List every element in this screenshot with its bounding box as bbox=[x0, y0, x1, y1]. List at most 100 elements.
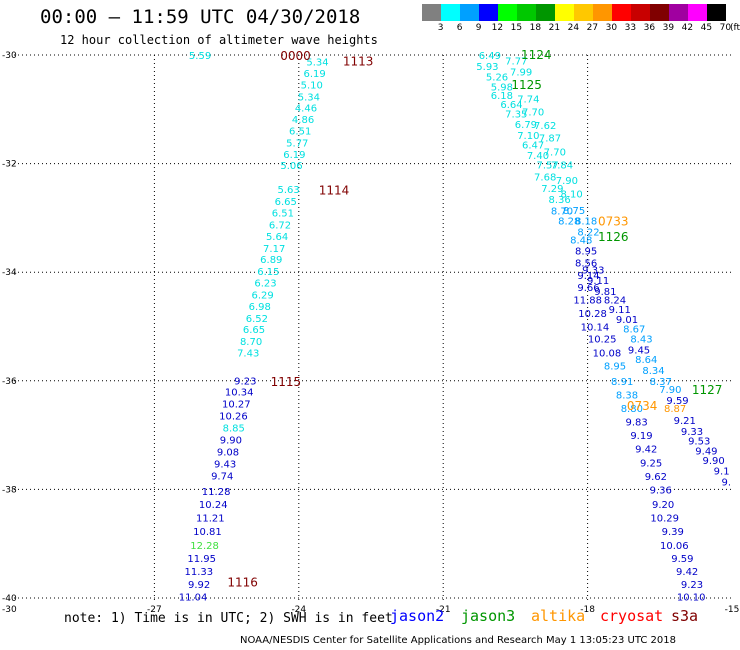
legend-swatch bbox=[707, 4, 726, 21]
wave-height-value: 10.25 bbox=[588, 334, 617, 345]
legend-label: 24 bbox=[567, 23, 580, 33]
time-label-1125: 1125 bbox=[511, 78, 542, 92]
wave-height-value: 10.29 bbox=[650, 514, 679, 525]
lat-tick-label: -32 bbox=[2, 160, 17, 170]
wave-height-value: 5.34 bbox=[306, 58, 328, 69]
wave-height-value: 11.04 bbox=[179, 592, 208, 603]
wave-height-value: 5.34 bbox=[298, 92, 320, 103]
wave-height-value: 8.48 bbox=[570, 236, 592, 247]
wave-height-value: 11.28 bbox=[202, 487, 231, 498]
wave-height-value: 6.64 bbox=[500, 100, 522, 111]
wave-height-value: 8.24 bbox=[604, 295, 626, 306]
wave-height-value: 8.56 bbox=[575, 258, 597, 269]
wave-height-value: 9.21 bbox=[674, 416, 696, 427]
legend-label: 45 bbox=[700, 23, 713, 33]
legend-swatch bbox=[688, 4, 707, 21]
lon-tick-label: -18 bbox=[580, 605, 595, 615]
wave-height-value: 5.64 bbox=[266, 232, 288, 243]
wave-height-value: 6.29 bbox=[252, 290, 274, 301]
wave-height-value: 8.22 bbox=[577, 227, 599, 238]
wave-height-value: 8.64 bbox=[635, 355, 657, 366]
wave-height-value: 7.43 bbox=[237, 349, 259, 360]
wave-height-value: 8.87 bbox=[664, 404, 686, 415]
lon-tick-label: -15 bbox=[725, 605, 740, 615]
lon-tick-label: -21 bbox=[436, 605, 451, 615]
wave-height-value: 9.59 bbox=[666, 396, 688, 407]
wave-height-value: 7.68 bbox=[534, 173, 556, 184]
wave-height-value: 6.19 bbox=[283, 150, 305, 161]
wave-height-value: 9.23 bbox=[234, 376, 256, 387]
wave-height-value: 8.75 bbox=[563, 206, 585, 217]
wave-height-value: 8.95 bbox=[575, 246, 597, 257]
wave-height-value: 10.27 bbox=[222, 400, 251, 411]
wave-height-value: 9.36 bbox=[650, 485, 672, 496]
wave-height-value: 6.15 bbox=[257, 267, 279, 278]
wave-height-value: 7.74 bbox=[517, 94, 539, 105]
wave-height-value: 5.59 bbox=[189, 51, 211, 62]
time-label-1116: 1116 bbox=[227, 576, 258, 590]
wave-height-value: 10.28 bbox=[578, 309, 607, 320]
wave-height-value: 12.28 bbox=[190, 541, 219, 552]
wave-height-value: 6.72 bbox=[269, 220, 291, 231]
wave-height-value: 8.85 bbox=[223, 423, 245, 434]
wave-height-value: 8.43 bbox=[630, 334, 652, 345]
wave-height-value: 9.39 bbox=[662, 527, 684, 538]
wave-height-value: 5.63 bbox=[277, 185, 299, 196]
wave-height-value: 7.40 bbox=[527, 151, 549, 162]
track-west: 5.595.346.195.105.344.464.866.515.776.19… bbox=[179, 51, 329, 603]
wave-height-value: 7.29 bbox=[541, 184, 563, 195]
wave-height-value: 4.86 bbox=[292, 115, 314, 126]
time-label-1115: 1115 bbox=[271, 375, 302, 389]
wave-height-value: 11.21 bbox=[196, 514, 225, 525]
legend-swatch bbox=[593, 4, 612, 21]
wave-height-value: 9.90 bbox=[220, 435, 242, 446]
wave-height-value: 9.08 bbox=[217, 447, 239, 458]
lat-tick-label: -30 bbox=[2, 51, 17, 61]
wave-height-value: 9.01 bbox=[616, 315, 638, 326]
legend-swatch bbox=[612, 4, 631, 21]
legend-label: 9 bbox=[475, 23, 482, 33]
wave-height-value: 10.08 bbox=[593, 349, 622, 360]
lat-tick-label: -40 bbox=[2, 594, 17, 604]
lat-tick-label: -36 bbox=[2, 377, 17, 387]
wave-height-value: 10.26 bbox=[219, 412, 248, 423]
satellite-label-jason2: jason2 bbox=[390, 607, 445, 625]
legend-swatch bbox=[422, 4, 441, 21]
wave-height-value: 7.57 bbox=[536, 161, 558, 172]
wave-height-value: 7.90 bbox=[556, 176, 578, 187]
wave-height-value: 9.43 bbox=[214, 459, 236, 470]
legend-label: 39 bbox=[662, 23, 675, 33]
wave-height-value: 9.92 bbox=[188, 580, 210, 591]
wave-height-value: 10.81 bbox=[193, 527, 222, 538]
legend-label: 36 bbox=[643, 23, 656, 33]
credit-line: NOAA/NESDIS Center for Satellite Applica… bbox=[240, 635, 676, 646]
wave-height-value: 10.24 bbox=[199, 500, 228, 511]
wave-height-value: 7.10 bbox=[517, 131, 539, 142]
wave-height-value: 4.46 bbox=[295, 104, 317, 115]
wave-height-value: 6.65 bbox=[275, 197, 297, 208]
wave-height-value: 5.06 bbox=[280, 161, 302, 172]
wave-height-value: 9.49 bbox=[695, 446, 717, 457]
satellite-label-jason3: jason3 bbox=[461, 607, 516, 625]
wave-height-value: 10.14 bbox=[581, 323, 610, 334]
wave-height-value: 9.23 bbox=[681, 580, 703, 591]
map-grid bbox=[14, 54, 732, 600]
legend-label: 6 bbox=[456, 23, 463, 33]
wave-height-value: 7.35 bbox=[505, 110, 527, 121]
wave-height-value: 8.10 bbox=[561, 189, 583, 200]
wave-height-value: 9.81 bbox=[594, 287, 616, 298]
axis-ticks: -27 -24 -21 -18 -15-30-32-34-36-38-40-30 bbox=[2, 51, 739, 615]
wave-height-value: 9.90 bbox=[703, 456, 725, 467]
lon-tick-label: -27 bbox=[147, 605, 162, 615]
wave-height-value: 8.70 bbox=[551, 206, 573, 217]
wave-height-value: 5.77 bbox=[286, 138, 308, 149]
legend-swatch bbox=[555, 4, 574, 21]
wave-height-value: 7.87 bbox=[539, 134, 561, 145]
wave-height-value: 7.84 bbox=[551, 161, 573, 172]
wave-height-value: 6.65 bbox=[243, 325, 265, 336]
wave-height-value: 9.1 bbox=[714, 466, 730, 477]
wave-height-value: 11.95 bbox=[187, 554, 216, 565]
wave-height-value: 6.18 bbox=[491, 91, 513, 102]
wave-height-value: 8.37 bbox=[650, 377, 672, 388]
